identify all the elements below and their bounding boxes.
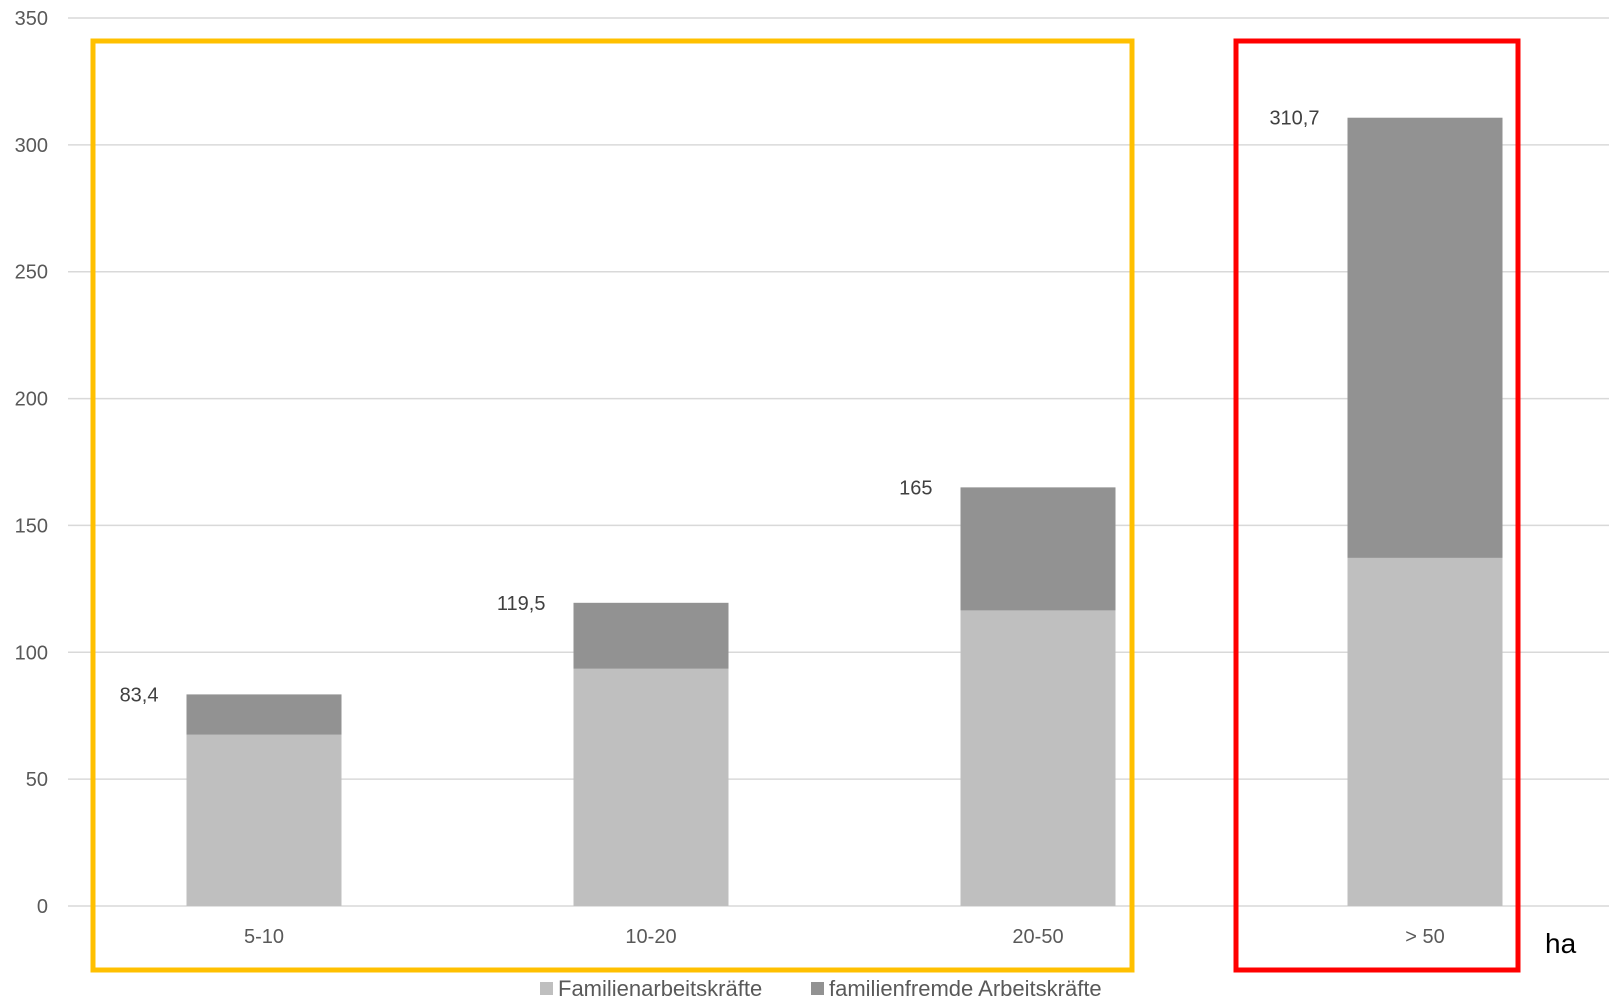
- highlight-boxes: [90, 38, 1521, 973]
- bar-1020-series-2: [573, 602, 729, 669]
- legend-swatch-1: [540, 982, 553, 995]
- x-category-label-2: 10-20: [625, 926, 676, 948]
- data-label-total-3: 165: [899, 477, 932, 499]
- y-tick-label-150: 150: [15, 515, 48, 537]
- y-tick-label-300: 300: [15, 135, 48, 157]
- bar-510-series-1: [186, 734, 342, 906]
- data-labels: 83,4 119,5 165 310,7: [120, 108, 1320, 707]
- bar-2050-series-2: [960, 487, 1116, 611]
- legend-label-2: familienfremde Arbeitskräfte: [829, 976, 1102, 1000]
- x-unit-label: ha: [1545, 928, 1577, 959]
- data-label-total-2: 119,5: [497, 593, 546, 615]
- bar-50-series-2: [1347, 117, 1503, 558]
- bars: [186, 117, 1503, 906]
- data-label-total-1: 83,4: [120, 684, 159, 706]
- y-tick-label-0: 0: [37, 896, 48, 918]
- y-tick-label-200: 200: [15, 389, 48, 411]
- legend: Familienarbeitskräfte familienfremde Arbe…: [540, 976, 1102, 1000]
- x-axis-categories: 5-10 10-20 20-50 > 50: [244, 926, 1445, 948]
- y-tick-label-350: 350: [15, 8, 48, 30]
- y-tick-label-100: 100: [15, 642, 48, 664]
- highlight-box-small-farms: [90, 38, 1135, 973]
- highlight-box-large-farms: [1233, 38, 1521, 973]
- legend-swatch-2: [811, 982, 824, 995]
- data-label-total-4: 310,7: [1269, 108, 1319, 130]
- bar-2050-series-1: [960, 610, 1116, 906]
- bar-510-series-2: [186, 694, 342, 735]
- bar-1020-series-1: [573, 668, 729, 906]
- x-category-label-1: 5-10: [244, 926, 284, 948]
- bar-50-series-1: [1347, 557, 1503, 906]
- x-category-label-4: > 50: [1405, 926, 1444, 948]
- legend-label-1: Familienarbeitskräfte: [558, 976, 762, 1000]
- x-category-label-3: 20-50: [1012, 926, 1063, 948]
- y-tick-label-50: 50: [26, 769, 48, 791]
- y-axis-ticks: 0 50 100 150 200 250 300 350: [15, 8, 48, 918]
- y-tick-label-250: 250: [15, 262, 48, 284]
